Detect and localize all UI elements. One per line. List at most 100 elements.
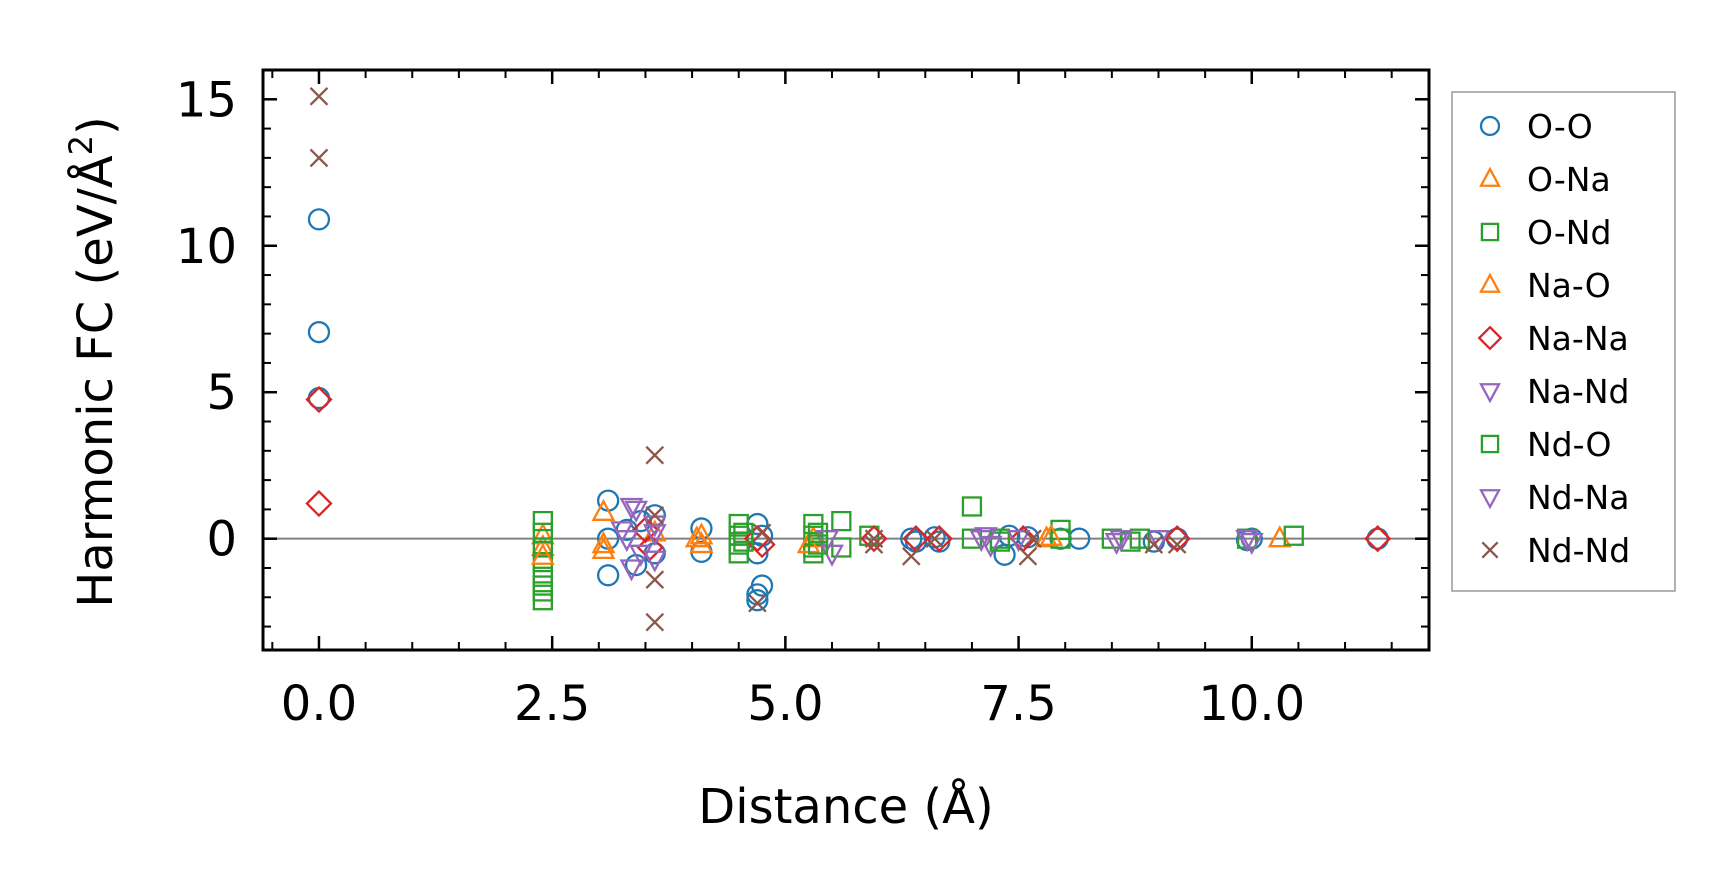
data-point	[530, 534, 555, 557]
y-axis-label-superscript: 2	[62, 135, 100, 155]
legend-marker	[1480, 222, 1500, 242]
legend-marker	[1479, 166, 1501, 187]
data-point	[746, 589, 769, 612]
data-point	[684, 525, 709, 548]
series-o-o	[307, 208, 1389, 612]
data-point	[645, 445, 665, 465]
legend-label: Na-Nd	[1527, 372, 1629, 411]
data-point	[624, 500, 649, 523]
data-point	[689, 522, 714, 545]
data-point	[1364, 525, 1392, 553]
series-nd-nd	[309, 87, 1187, 632]
legend-item: Nd-Nd	[1481, 531, 1630, 570]
legend-label: Nd-Na	[1527, 478, 1629, 517]
y-axis-label-main: Harmonic FC (eV/Å	[67, 155, 124, 608]
data-point	[530, 522, 555, 545]
data-point	[619, 497, 644, 520]
legend-label: Na-O	[1527, 266, 1611, 305]
data-point	[645, 612, 665, 632]
data-point	[1165, 527, 1189, 550]
legend-label: Na-Na	[1527, 319, 1629, 358]
data-point	[591, 531, 616, 554]
data-point	[1109, 530, 1134, 553]
data-point	[748, 593, 767, 613]
legend-label: O-Nd	[1527, 213, 1611, 252]
y-tick-label: 10	[176, 219, 237, 275]
x-tick-label: 7.5	[980, 676, 1056, 732]
legend-box	[1451, 91, 1676, 592]
legend-marker	[1480, 434, 1500, 454]
legend: O-O O-Na O-Nd Na-O Na-Na Na-Nd Nd-O Nd-Na Nd-Nd	[1451, 91, 1676, 592]
legend-marker	[1479, 272, 1501, 293]
data-point	[1167, 535, 1187, 554]
legend-label: O-O	[1527, 107, 1593, 146]
data-point	[961, 496, 983, 517]
data-point	[1239, 532, 1264, 556]
data-point	[591, 536, 616, 560]
data-point	[860, 525, 888, 553]
data-point	[1023, 529, 1042, 549]
plot-frame	[261, 68, 1431, 652]
data-point	[1039, 523, 1064, 546]
data-point	[752, 523, 772, 543]
tick-labels: 0.0 2.5 5.0 7.5 10.0 0 5 10 15	[176, 72, 1305, 732]
data-point	[309, 148, 329, 168]
data-point	[645, 505, 665, 525]
data-point	[807, 534, 829, 555]
data-point	[596, 564, 620, 587]
data-point	[1366, 527, 1389, 550]
data-point	[309, 87, 329, 106]
data-point	[1146, 530, 1171, 553]
data-point	[901, 546, 921, 566]
data-point	[969, 530, 994, 553]
legend-label: Nd-Nd	[1527, 531, 1630, 570]
y-axis-label: Harmonic FC (eV/Å2)	[62, 116, 124, 608]
data-point	[807, 522, 829, 543]
data-point	[532, 590, 553, 611]
series-o-na	[530, 498, 1292, 560]
legend-label: O-Na	[1527, 160, 1611, 199]
legend-marker	[1477, 325, 1503, 351]
legend-marker	[1479, 489, 1501, 510]
axis-ticks	[263, 69, 1429, 650]
legend-label: Nd-O	[1527, 425, 1611, 464]
data-point	[628, 544, 653, 567]
series-nd-na	[610, 497, 1264, 567]
data-point	[530, 542, 555, 565]
data-point	[1006, 530, 1031, 553]
x-tick-label: 2.5	[514, 676, 590, 732]
data-point	[820, 544, 844, 567]
data-point	[645, 570, 665, 590]
data-point	[728, 543, 749, 564]
legend-item: O-O	[1479, 107, 1593, 146]
data-point	[1104, 532, 1129, 556]
series-na-na	[305, 385, 1392, 562]
data-point	[610, 521, 635, 544]
plot-area	[263, 87, 1429, 632]
data-point	[973, 527, 998, 550]
data-point	[831, 537, 852, 558]
y-tick-label: 15	[176, 72, 237, 128]
data-point	[307, 208, 331, 231]
data-point	[864, 535, 884, 554]
legend-item: Na-O	[1479, 266, 1611, 305]
data-point	[989, 531, 1011, 552]
data-point	[591, 498, 616, 521]
data-point	[900, 527, 923, 550]
data-point	[305, 385, 333, 414]
x-tick-label: 10.0	[1198, 676, 1305, 732]
data-point	[619, 559, 644, 582]
legend-item: Nd-O	[1480, 425, 1611, 464]
data-point	[1267, 525, 1292, 548]
data-point	[733, 531, 754, 552]
data-point	[642, 524, 667, 547]
y-tick-label: 0	[206, 512, 237, 568]
legend-marker	[1481, 541, 1499, 559]
data-point	[1144, 535, 1164, 554]
series-nd-o	[733, 522, 1150, 555]
legend-marker	[1479, 383, 1501, 404]
legend-item: Nd-Na	[1479, 478, 1629, 517]
data-point	[1283, 525, 1304, 546]
legend-item: Na-Nd	[1479, 372, 1629, 411]
